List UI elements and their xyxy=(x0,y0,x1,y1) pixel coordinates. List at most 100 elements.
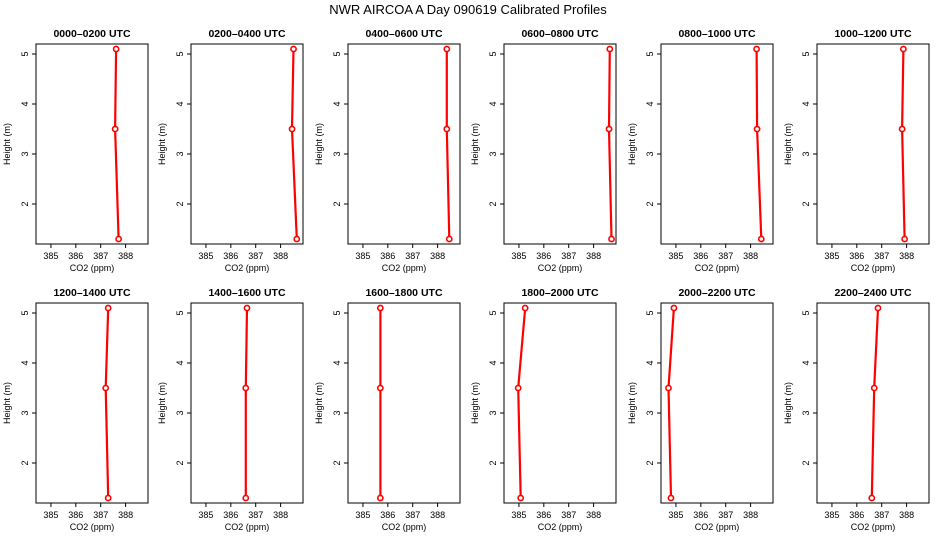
data-point xyxy=(667,494,675,502)
y-tick-label: 5 xyxy=(488,310,498,315)
data-point xyxy=(376,304,384,312)
data-point xyxy=(670,304,678,312)
profile-panel: 0000–0200 UTC 385 386 387 388 2 3 4 5 CO2 (ppm) He… xyxy=(2,28,149,273)
data-point xyxy=(753,125,761,133)
x-axis-label: CO2 (ppm) xyxy=(225,263,270,273)
y-tick-label: 2 xyxy=(175,201,185,206)
plot-frame xyxy=(503,43,617,245)
x-tick-label: 386 xyxy=(68,251,83,261)
x-tick-label: 386 xyxy=(223,251,238,261)
y-tick-label: 3 xyxy=(645,151,655,156)
y-tick-label: 5 xyxy=(20,51,30,56)
y-tick-label: 2 xyxy=(332,201,342,206)
main-title: NWR AIRCOA A Day 090619 Calibrated Profi… xyxy=(329,2,607,17)
x-axis-label: CO2 (ppm) xyxy=(538,263,583,273)
panel-title: 1200–1400 UTC xyxy=(53,287,130,299)
y-axis-label: Height (m) xyxy=(627,382,637,424)
plot-frame xyxy=(816,43,930,245)
x-tick-label: 386 xyxy=(68,510,83,520)
data-point xyxy=(376,494,384,502)
y-tick-label: 5 xyxy=(332,51,342,56)
profile-line xyxy=(104,307,110,499)
x-tick-label: 387 xyxy=(405,251,420,261)
x-tick-label: 387 xyxy=(561,510,576,520)
profile-panel: 1800–2000 UTC 385 386 387 388 2 3 4 5 CO2 (ppm) He… xyxy=(470,287,617,532)
profile-panel: 1200–1400 UTC 385 386 387 388 2 3 4 5 CO2 (ppm) He… xyxy=(2,287,149,532)
x-tick-label: 386 xyxy=(693,251,708,261)
x-tick-label: 386 xyxy=(223,510,238,520)
x-tick-label: 386 xyxy=(380,510,395,520)
x-tick-label: 387 xyxy=(93,510,108,520)
y-tick-label: 3 xyxy=(801,410,811,415)
y-tick-label: 4 xyxy=(20,360,30,365)
data-point xyxy=(606,45,614,53)
x-axis-label: CO2 (ppm) xyxy=(70,522,115,532)
x-tick-label: 385 xyxy=(355,251,370,261)
data-point xyxy=(517,494,525,502)
panel-title: 1000–1200 UTC xyxy=(834,28,911,40)
data-point xyxy=(112,45,120,53)
y-tick-label: 4 xyxy=(20,101,30,106)
x-tick-label: 387 xyxy=(718,251,733,261)
panel-title: 1800–2000 UTC xyxy=(521,287,598,299)
x-tick-label: 385 xyxy=(198,251,213,261)
y-axis-label: Height (m) xyxy=(627,123,637,165)
x-tick-label: 385 xyxy=(824,510,839,520)
data-point xyxy=(288,125,296,133)
profile-panel: 2200–2400 UTC 385 386 387 388 2 3 4 5 CO2 (ppm) He… xyxy=(783,287,930,532)
y-axis-label: Height (m) xyxy=(470,123,480,165)
data-point xyxy=(443,45,451,53)
profile-line xyxy=(244,307,249,498)
y-axis-label: Height (m) xyxy=(2,123,12,165)
y-tick-label: 5 xyxy=(801,310,811,315)
y-tick-label: 4 xyxy=(801,101,811,106)
y-axis-label: Height (m) xyxy=(783,123,793,165)
x-tick-label: 388 xyxy=(586,251,601,261)
panel-title: 1400–1600 UTC xyxy=(208,287,285,299)
x-tick-label: 387 xyxy=(874,510,889,520)
x-tick-label: 388 xyxy=(430,510,445,520)
profile-line xyxy=(607,48,613,240)
x-tick-label: 387 xyxy=(405,510,420,520)
y-tick-label: 3 xyxy=(332,410,342,415)
x-tick-label: 388 xyxy=(118,251,133,261)
x-tick-label: 387 xyxy=(874,251,889,261)
panel-title: 0800–1000 UTC xyxy=(678,28,755,40)
profile-line xyxy=(900,48,906,240)
y-tick-label: 4 xyxy=(801,360,811,365)
panel-title: 0400–0600 UTC xyxy=(365,28,442,40)
x-axis-label: CO2 (ppm) xyxy=(225,522,270,532)
x-axis-label: CO2 (ppm) xyxy=(382,522,427,532)
profile-line xyxy=(445,49,451,240)
y-tick-label: 2 xyxy=(20,460,30,465)
data-point xyxy=(104,304,112,312)
plot-frame xyxy=(347,43,461,245)
profile-line xyxy=(290,48,298,240)
data-point xyxy=(242,494,250,502)
profile-panel: 1000–1200 UTC 385 386 387 388 2 3 4 5 CO2 (ppm) He… xyxy=(783,28,930,273)
x-tick-label: 385 xyxy=(668,510,683,520)
x-tick-label: 388 xyxy=(899,510,914,520)
x-tick-label: 385 xyxy=(511,251,526,261)
y-axis-label: Height (m) xyxy=(314,123,324,165)
x-tick-label: 387 xyxy=(718,510,733,520)
y-tick-label: 3 xyxy=(175,410,185,415)
data-point xyxy=(608,235,615,243)
profile-panel: 2000–2200 UTC 385 386 387 388 2 3 4 5 CO2 (ppm) He… xyxy=(627,287,774,532)
x-tick-label: 388 xyxy=(430,251,445,261)
y-tick-label: 5 xyxy=(332,310,342,315)
y-tick-label: 5 xyxy=(175,51,185,56)
x-tick-label: 385 xyxy=(43,510,58,520)
x-axis-label: CO2 (ppm) xyxy=(851,263,896,273)
panels-grid: 0000–0200 UTC 385 386 387 388 2 3 4 5 CO2 (ppm) He… xyxy=(2,28,930,532)
x-tick-label: 388 xyxy=(273,251,288,261)
data-point xyxy=(757,235,765,243)
y-tick-label: 2 xyxy=(175,460,185,465)
y-tick-label: 4 xyxy=(175,101,185,106)
y-axis-label: Height (m) xyxy=(157,382,167,424)
plot-frame xyxy=(660,302,774,504)
y-tick-label: 2 xyxy=(801,201,811,206)
profile-panel: 1400–1600 UTC 385 386 387 388 2 3 4 5 CO2 (ppm) He… xyxy=(157,287,304,532)
data-point xyxy=(514,384,522,392)
y-axis-label: Height (m) xyxy=(470,382,480,424)
